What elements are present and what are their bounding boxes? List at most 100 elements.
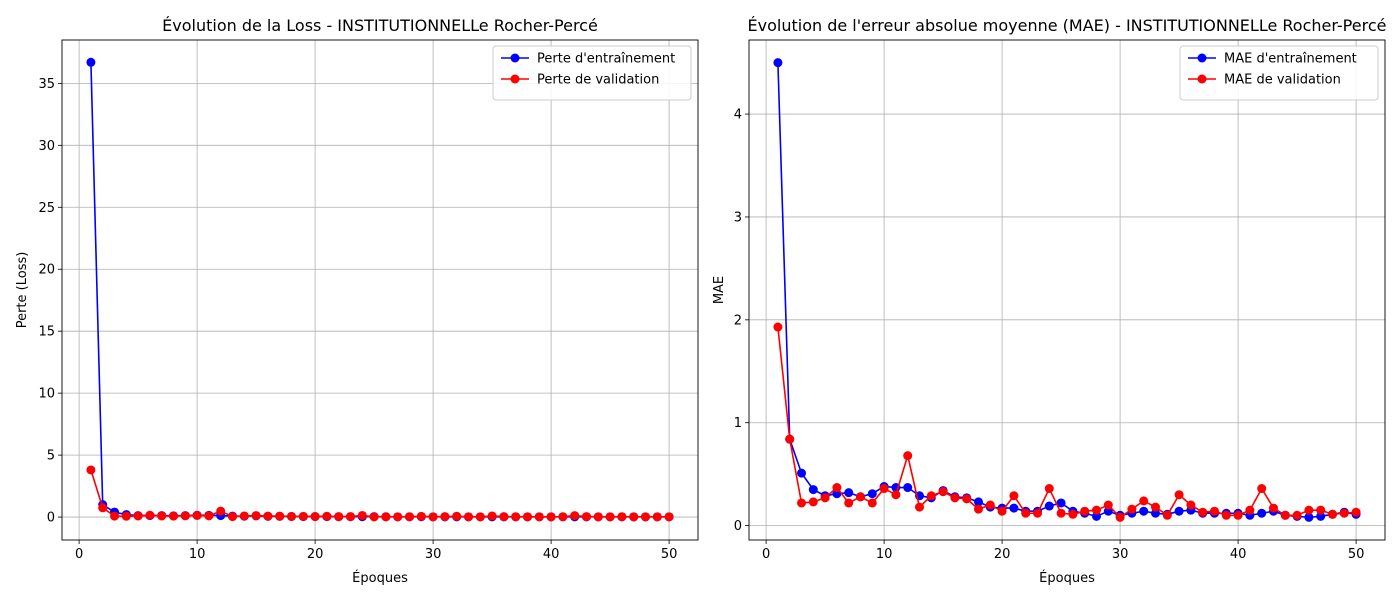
data-point — [629, 512, 639, 522]
y-tick-label: 35 — [38, 77, 55, 92]
data-point — [808, 485, 818, 495]
data-point — [773, 58, 783, 68]
legend-box — [1179, 45, 1379, 101]
data-point — [546, 512, 556, 522]
data-point — [1021, 508, 1031, 518]
loss-series-train — [86, 57, 674, 522]
data-point — [121, 511, 131, 521]
x-tick-label: 30 — [425, 547, 442, 562]
x-tick-label: 50 — [661, 547, 678, 562]
data-point — [605, 512, 615, 522]
y-tick-label: 25 — [38, 201, 55, 216]
data-point — [1091, 511, 1101, 521]
data-point — [511, 512, 521, 522]
data-point — [157, 511, 167, 521]
data-point — [558, 512, 568, 522]
x-tick-label: 10 — [876, 547, 893, 562]
mae-plot-frame — [748, 39, 1386, 541]
mae-chart-xlabel: Époques — [1039, 570, 1095, 586]
x-tick-label: 10 — [189, 547, 206, 562]
data-point — [1009, 491, 1019, 501]
data-point — [1268, 503, 1278, 513]
data-point — [416, 511, 426, 521]
data-point — [133, 511, 143, 521]
data-point — [1198, 507, 1208, 517]
data-point — [522, 512, 532, 522]
legend-box — [492, 45, 692, 101]
data-point — [334, 512, 344, 522]
x-tick-label: 0 — [75, 547, 83, 562]
data-point — [570, 511, 580, 521]
data-point — [287, 511, 297, 521]
data-point — [463, 512, 473, 522]
loss-chart-xlabel: Époques — [352, 570, 408, 586]
data-point — [1209, 506, 1219, 516]
data-point — [903, 451, 913, 461]
data-point — [938, 487, 948, 497]
data-point — [1056, 498, 1066, 508]
data-point — [891, 490, 901, 500]
data-point — [1127, 504, 1137, 514]
y-tick-label: 15 — [38, 325, 55, 340]
data-point — [204, 511, 214, 521]
data-point — [832, 483, 842, 493]
legend-marker — [1197, 53, 1207, 63]
data-point — [1186, 500, 1196, 510]
data-point — [1221, 510, 1231, 520]
x-tick-label: 30 — [1112, 547, 1129, 562]
mae-chart-title: Évolution de l'erreur absolue moyenne (M… — [748, 16, 1387, 35]
data-point — [381, 512, 391, 522]
series-line — [777, 62, 1357, 519]
data-point — [581, 512, 591, 522]
legend-label: Perte d'entraînement — [537, 52, 675, 67]
x-tick-label: 50 — [1348, 547, 1365, 562]
data-point — [1044, 501, 1054, 511]
mae-grid — [749, 40, 1385, 540]
x-tick-label: 0 — [762, 547, 770, 562]
data-point — [1339, 508, 1349, 518]
y-tick-label: 3 — [734, 210, 742, 225]
data-point — [404, 512, 414, 522]
mae-chart-ylabel: MAE — [712, 276, 727, 304]
data-point — [1080, 506, 1090, 516]
data-point — [1115, 512, 1125, 522]
data-point — [499, 512, 509, 522]
data-point — [1257, 484, 1267, 494]
data-point — [110, 511, 120, 521]
data-point — [879, 484, 889, 494]
data-point — [180, 511, 190, 521]
data-point — [797, 498, 807, 508]
loss-grid — [62, 40, 698, 540]
data-point — [797, 468, 807, 478]
loss-series-validation — [86, 465, 674, 522]
data-point — [820, 493, 830, 503]
data-point — [1316, 511, 1326, 521]
series-line — [777, 326, 1357, 519]
data-point — [263, 511, 273, 521]
data-point — [1304, 512, 1314, 522]
data-point — [239, 511, 249, 521]
y-tick-label: 2 — [734, 313, 742, 328]
data-point — [1280, 510, 1290, 520]
mae-series-train — [773, 58, 1361, 522]
mae-legend: MAE d'entraînement MAE de validation — [1179, 45, 1379, 101]
data-point — [1056, 508, 1066, 518]
loss-plot-frame — [61, 39, 699, 541]
data-point — [867, 498, 877, 508]
data-point — [1044, 484, 1054, 494]
y-tick-label: 20 — [38, 263, 55, 278]
data-point — [985, 500, 995, 510]
data-point — [950, 493, 960, 503]
data-point — [1316, 505, 1326, 515]
data-point — [475, 512, 485, 522]
data-point — [1150, 508, 1160, 518]
series-line — [90, 62, 670, 518]
data-point — [534, 512, 544, 522]
data-point — [773, 322, 783, 332]
data-point — [1233, 510, 1243, 520]
data-point — [640, 512, 650, 522]
data-point — [440, 512, 450, 522]
data-point — [1174, 506, 1184, 516]
data-point — [192, 510, 202, 520]
